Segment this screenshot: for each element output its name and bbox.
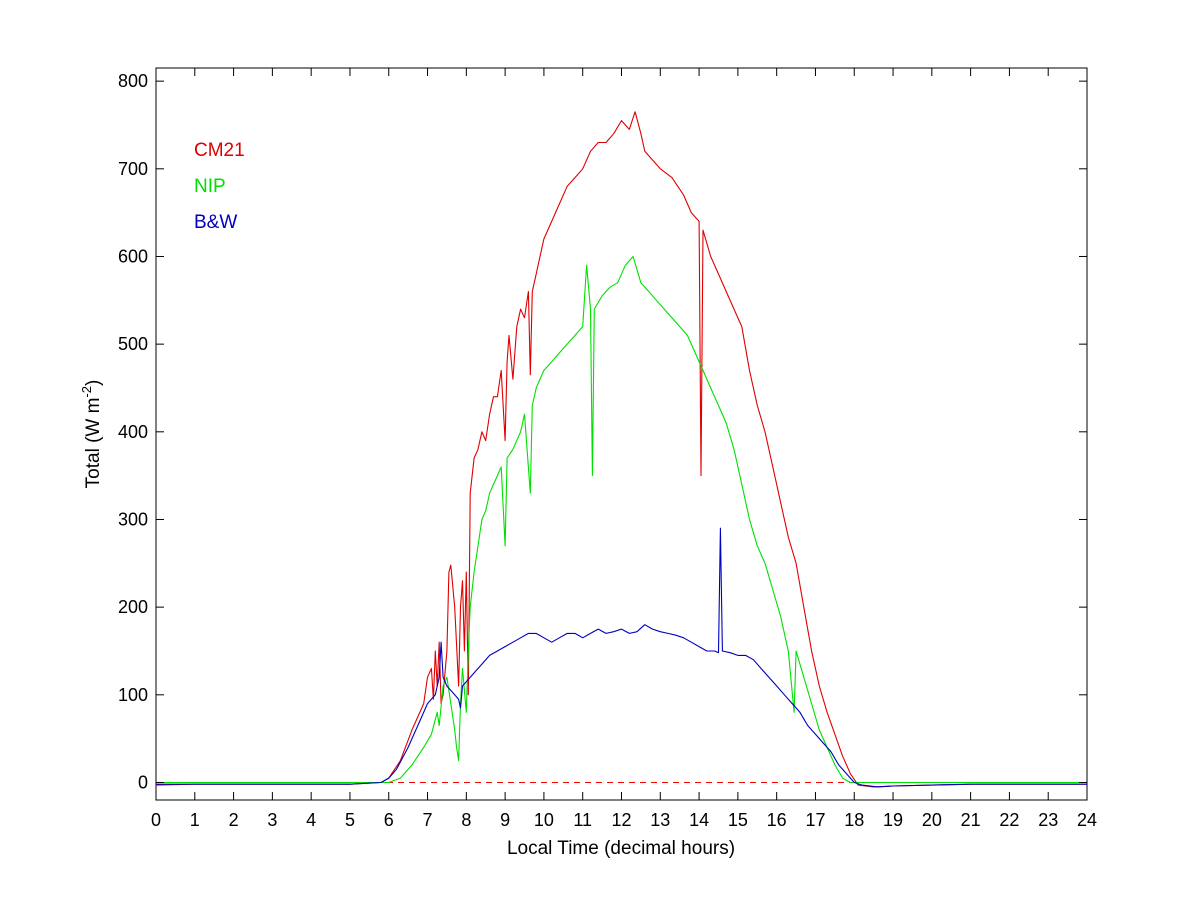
legend-entry: NIP bbox=[194, 176, 226, 197]
x-tick-label: 12 bbox=[611, 810, 631, 830]
legend: CM21 NIP B&W bbox=[194, 140, 245, 233]
x-tick-label: 13 bbox=[650, 810, 670, 830]
x-tick-label: 14 bbox=[689, 810, 709, 830]
x-tick-label: 17 bbox=[805, 810, 825, 830]
series-line-cm21 bbox=[155, 111, 1087, 788]
x-axis-label: Local Time (decimal hours) bbox=[507, 838, 735, 859]
x-tick-label: 16 bbox=[767, 810, 787, 830]
x-tick-label: 6 bbox=[384, 810, 394, 830]
legend-entry: CM21 bbox=[194, 140, 245, 161]
y-tick-label: 400 bbox=[118, 422, 148, 442]
x-tick-label: 5 bbox=[345, 810, 355, 830]
y-tick-label: 100 bbox=[118, 685, 148, 705]
ticks-layer: 0 1 2 3 4 5 6 7 8 9 10 11 12 13 14 15 16 17 18 19 20 21 22 23 24… bbox=[118, 68, 1097, 830]
x-tick-label: 11 bbox=[573, 810, 592, 830]
y-tick-label: 600 bbox=[118, 246, 148, 266]
y-tick-label: 800 bbox=[118, 71, 148, 91]
x-tick-label: 20 bbox=[922, 810, 942, 830]
x-tick-label: 23 bbox=[1038, 810, 1058, 830]
x-tick-label: 21 bbox=[961, 810, 981, 830]
y-tick-label: 300 bbox=[118, 509, 148, 529]
x-tick-label: 2 bbox=[229, 810, 239, 830]
x-tick-label: 15 bbox=[728, 810, 748, 830]
marks-layer bbox=[155, 111, 1087, 788]
x-tick-label: 18 bbox=[844, 810, 864, 830]
y-tick-label: 500 bbox=[118, 334, 148, 354]
plot-frame bbox=[155, 67, 1088, 801]
x-tick-label: 10 bbox=[534, 810, 554, 830]
x-tick-label: 19 bbox=[883, 810, 903, 830]
x-tick-label: 7 bbox=[423, 810, 433, 830]
series-line-nip bbox=[156, 255, 1087, 784]
y-tick-label: 700 bbox=[118, 159, 148, 179]
y-axis-label: Total (W m-2) bbox=[79, 380, 104, 489]
x-tick-label: 9 bbox=[500, 810, 510, 830]
y-axis-label-close: ) bbox=[83, 380, 104, 386]
y-axis-label-main: Total (W m bbox=[83, 398, 104, 489]
x-tick-label: 8 bbox=[461, 810, 471, 830]
series-line-b-w bbox=[156, 527, 1087, 788]
y-tick-label: 200 bbox=[118, 597, 148, 617]
x-tick-label: 22 bbox=[999, 810, 1019, 830]
x-tick-label: 3 bbox=[267, 810, 277, 830]
y-axis-label-unit-exponent: -2 bbox=[79, 386, 94, 398]
x-tick-label: 4 bbox=[306, 810, 316, 830]
legend-entry: B&W bbox=[194, 212, 237, 233]
x-tick-label: 1 bbox=[190, 810, 200, 830]
y-tick-label: 0 bbox=[138, 772, 148, 792]
x-tick-label: 0 bbox=[151, 810, 161, 830]
x-tick-label: 24 bbox=[1077, 810, 1097, 830]
